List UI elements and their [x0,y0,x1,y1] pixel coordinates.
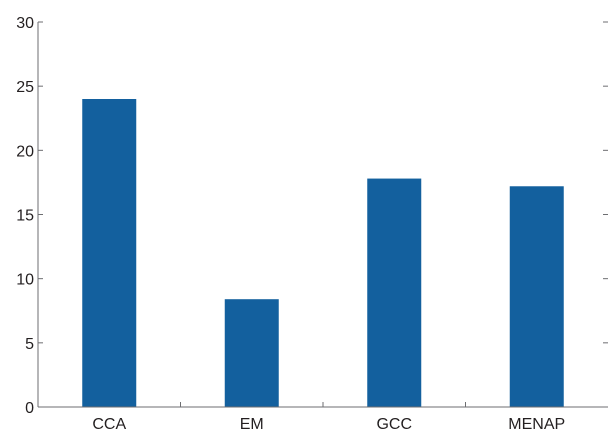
y-tick-label: 20 [16,143,34,160]
y-tick-label: 0 [25,400,34,417]
y-tick-label: 30 [16,15,34,32]
bar-em [224,299,279,407]
y-tick-label: 5 [25,336,34,353]
y-tick-label: 10 [16,272,34,289]
y-axis-ticks: 0 5 10 15 20 25 30 [16,15,608,417]
y-tick-label: 15 [16,208,34,225]
x-axis-ticks: CCA EM GCC MENAP [92,402,565,432]
bar-menap [509,186,564,407]
x-tick-label: MENAP [508,416,565,432]
x-tick-label: CCA [92,416,126,432]
bar-gcc [367,178,422,407]
bar-cca [82,99,137,407]
bars [82,99,564,407]
x-tick-label: EM [240,416,264,432]
y-tick-label: 25 [16,79,34,96]
x-tick-label: GCC [376,416,412,432]
